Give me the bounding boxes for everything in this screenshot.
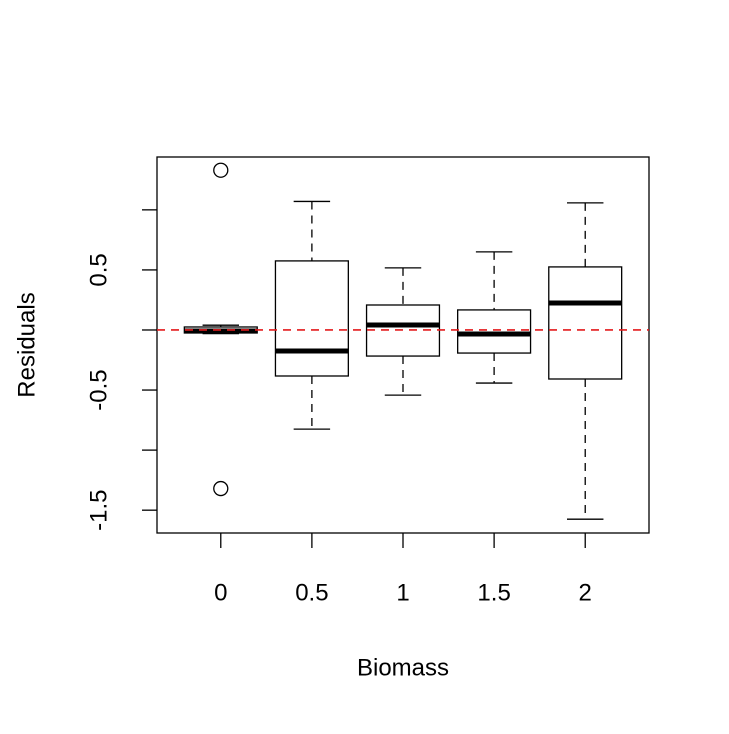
y-tick-label: 0.5 [85,253,112,286]
x-tick-label: 1 [396,579,409,606]
x-tick-label: 0.5 [295,579,328,606]
x-tick-label: 0 [214,579,227,606]
box [274,260,349,377]
outlier [213,480,229,497]
x-axis-label: Biomass [357,654,449,681]
x-tick-label: 1.5 [477,579,510,606]
y-tick-label: -1.5 [85,489,112,530]
x-tick-label: 2 [579,579,592,606]
y-axis-label: Residuals [13,292,40,397]
y-tick-label: -0.5 [85,369,112,410]
box [548,266,623,380]
outlier [213,162,229,178]
